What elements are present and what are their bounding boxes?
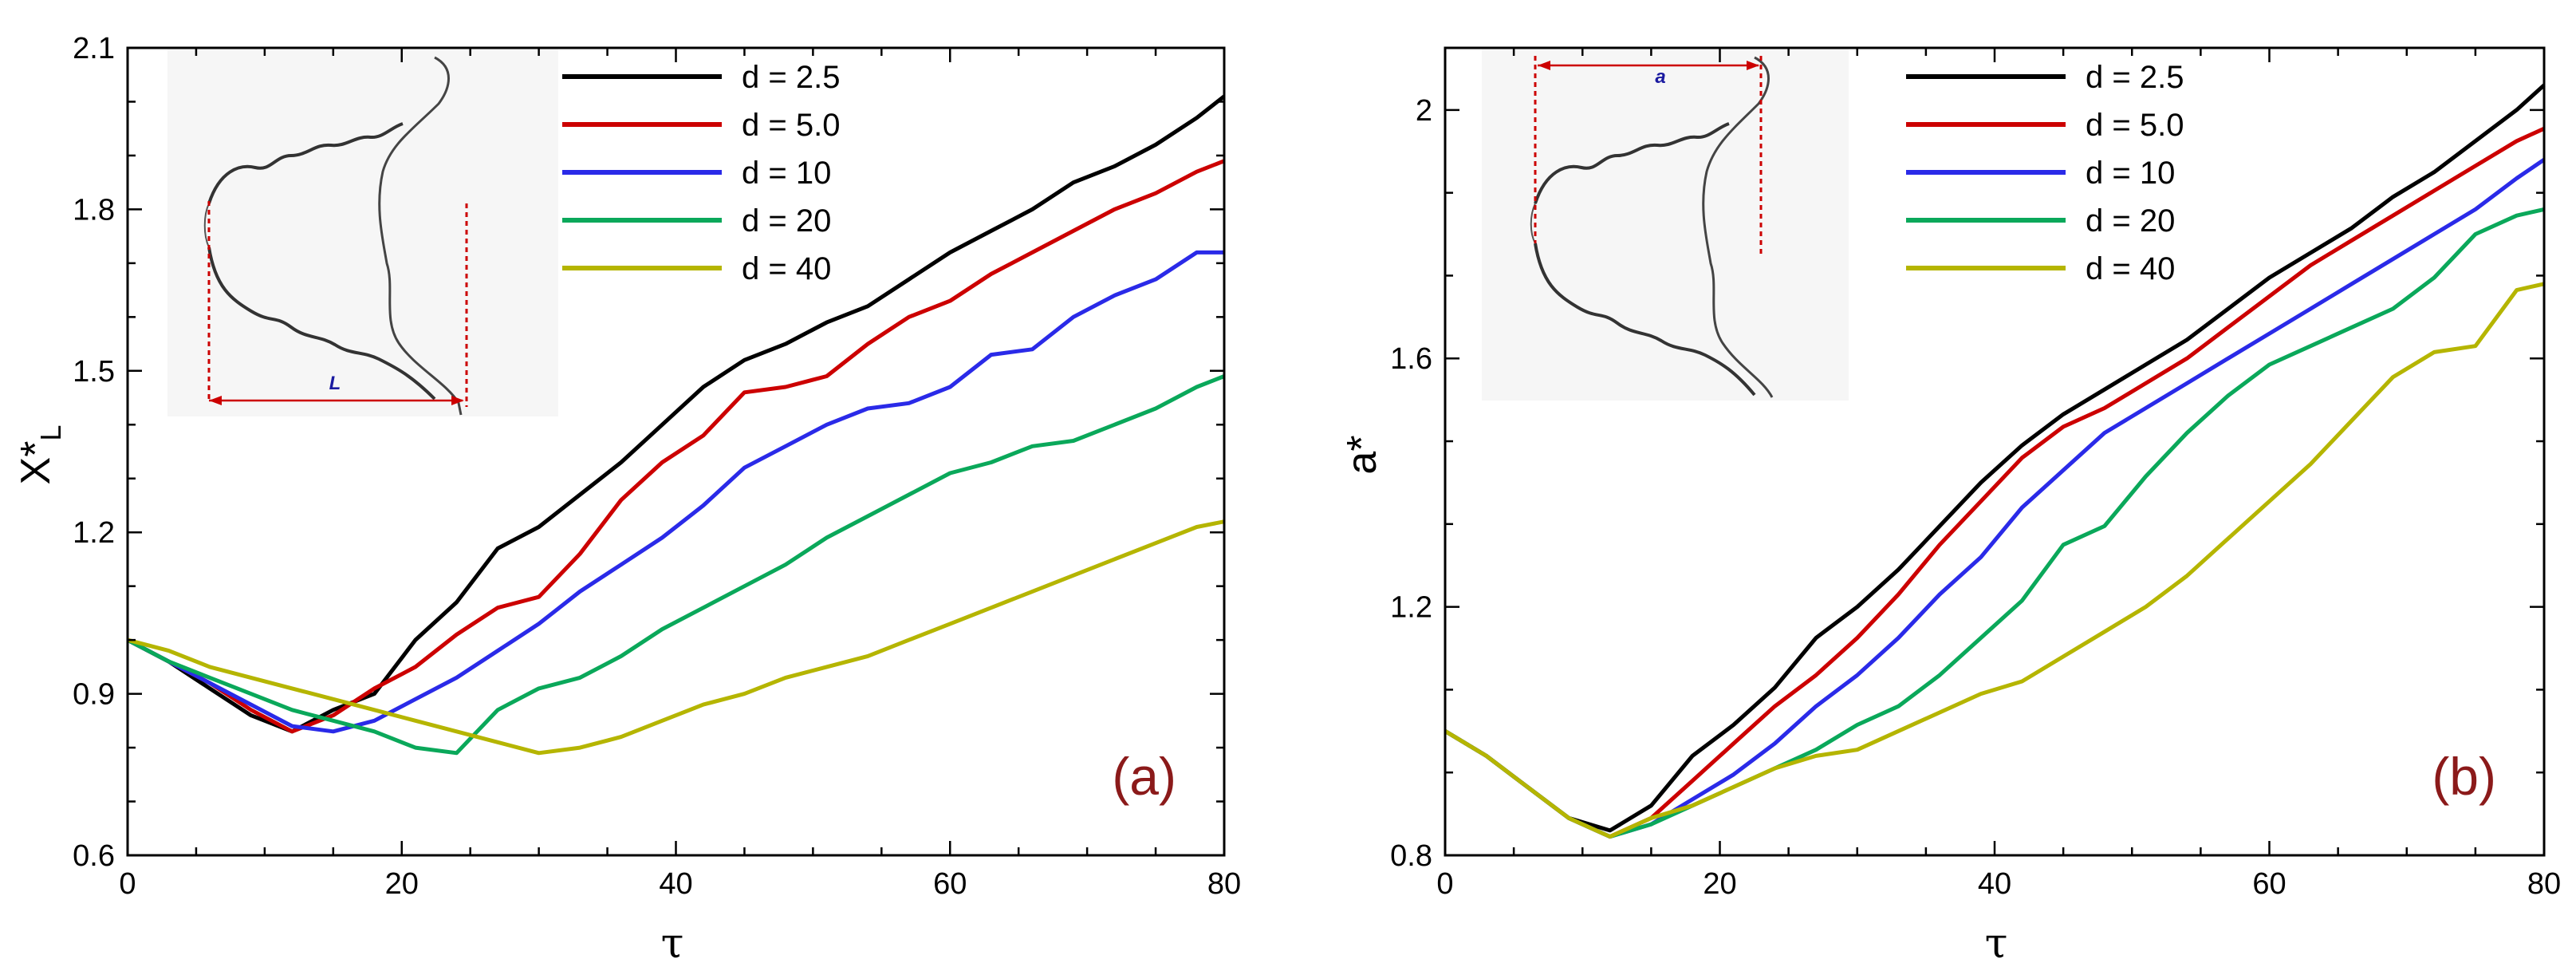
panel-a-series-line-5 [127,519,1225,756]
panel-a-plot-area [126,94,1226,756]
panel-a-xlabel: τ [661,920,684,967]
panel-b-legend-label-1: d = 2.5 [2086,60,2184,95]
panel-b-inset-interface-curve [1702,56,1774,398]
panel-a-legend: d = 2.5 d = 5.0 d = 10 d = 20 d = 40 [562,60,840,286]
panel-a-inset-lower-vortex-chain [207,247,436,401]
panel-a-ylabel: X*L [13,425,67,485]
panel-b-label: (b) [2432,747,2496,806]
panel-a-ytick-label: 1.5 [73,355,115,389]
panel-b-plot-area [1444,83,2546,839]
panel-a-chart: L 0 20 40 60 800.60.91.21.51.82.1 X*L τ (a) … [13,32,1241,967]
panel-b-legend-label-5: d = 40 [2086,251,2175,286]
panel-a-xtick-label: 80 [1207,867,1241,901]
panel-b-xtick-label: 0 [1436,867,1453,901]
panel-b-xtick-label: 20 [1703,867,1736,901]
panel-a-series-line-3 [126,250,1224,734]
panel-b-series-line-5 [1444,282,2545,839]
panel-a-legend-label-2: d = 5.0 [742,108,840,143]
panel-a-inset-label: L [329,373,341,394]
panel-b-xtick-label: 80 [2527,867,2561,901]
panel-b-xtick-label: 40 [1978,867,2011,901]
panel-a-ytick-label: 0.9 [73,678,115,712]
panel-b-legend-label-3: d = 10 [2086,156,2175,191]
panel-a-inset-upper-vortex-chain [207,122,404,204]
panel-b-chart: a 0 20 40 60 800.81.21.62 a* τ (b) d = 2.5d … [1339,46,2561,967]
panel-b-ytick-label: 2 [1416,94,1432,128]
panel-a-legend-label-3: d = 10 [742,156,831,191]
panel-a-series-line-2 [126,159,1225,734]
panel-b-inset-image: a [1482,49,1849,401]
panel-b-inset-upper-vortex-chain [1534,122,1730,204]
panel-b-legend-label-4: d = 20 [2086,203,2175,239]
panel-b-ylabel: a* [1339,435,1385,474]
panel-b-inset-label: a [1655,66,1665,88]
panel-a-series-line-1 [126,94,1226,734]
panel-a-label: (a) [1112,747,1176,806]
panel-a-ytick-label: 1.8 [73,193,115,227]
panel-b-legend-label-2: d = 5.0 [2086,108,2184,143]
panel-a-ytick-label: 2.1 [73,32,115,65]
panel-a-xtick-label: 20 [385,867,419,901]
panel-b-series-line-4 [1444,207,2545,839]
panel-a-xtick-label: 0 [119,867,136,901]
panel-a-legend-label-4: d = 20 [742,203,831,239]
panel-a-legend-label-1: d = 2.5 [742,60,840,95]
panel-a-xtick-label: 60 [933,867,967,901]
panel-a-axes: 0 20 40 60 80 0.6 0.9 1.2 1.5 1.8 2.1 [73,32,1241,901]
panel-b-inset-lower-vortex-chain [1534,243,1756,397]
panel-a-ytick-label: 1.2 [73,516,115,550]
panel-b-axes: 0 20 40 60 80 0.8 1.2 1.6 2 [1390,46,2561,901]
panel-b-ytick-label: 0.8 [1390,839,1432,873]
panel-a-series-line-4 [126,374,1225,756]
panel-b-xlabel: τ [1985,920,2008,967]
panel-a-inset-interface-curve [378,56,463,416]
panel-b-xtick-label: 60 [2252,867,2286,901]
panel-b-legend: d = 2.5 d = 5.0 d = 10 d = 20 d = 40 [1906,60,2184,286]
panel-a-xtick-label: 40 [659,867,692,901]
panel-b-ytick-label: 1.6 [1390,342,1432,376]
panel-a-ytick-label: 0.6 [73,839,115,873]
panel-b-ytick-label: 1.2 [1390,591,1432,625]
panel-a-legend-label-5: d = 40 [742,251,831,286]
panel-b-series-line-1 [1444,83,2546,833]
panel-a-inset-image: L [167,49,558,416]
